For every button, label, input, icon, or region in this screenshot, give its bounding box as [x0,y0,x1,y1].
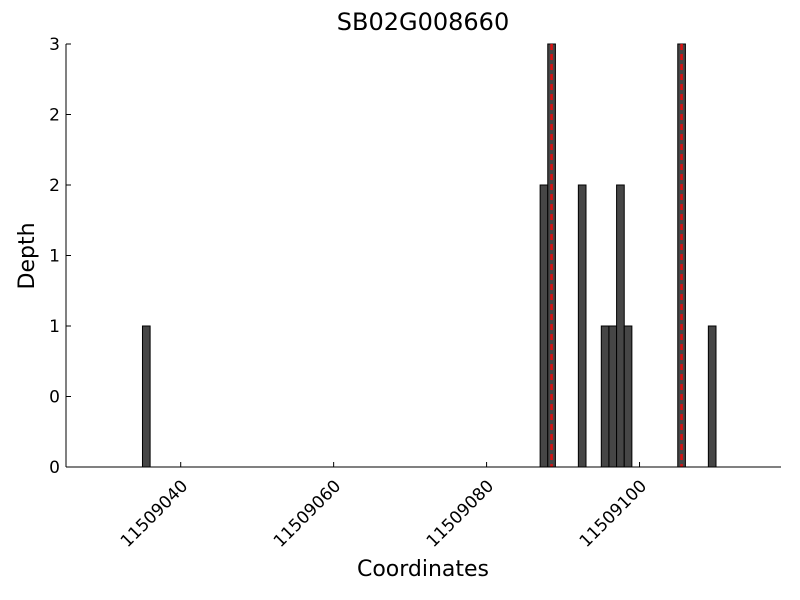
y-tick-label: 2 [49,176,60,196]
x-axis-label: Coordinates [357,557,489,582]
bar [707,325,717,468]
y-axis-label: Depth [15,222,40,289]
x-tick-label: 11509040 [117,476,192,551]
y-tick-label: 3 [49,35,60,55]
y-tick-label: 1 [49,247,60,267]
bar [623,325,633,468]
bar [141,325,151,468]
bar [600,325,610,468]
y-tick-label: 2 [49,106,60,126]
bar [577,184,587,468]
x-tick-label: 11509100 [576,476,651,551]
x-tick-label: 11509060 [270,476,345,551]
bar [608,325,618,468]
bar [616,184,625,468]
x-tick-label: 11509080 [423,476,498,551]
y-tick-label: 0 [49,388,60,408]
y-tick-label: 0 [49,458,60,478]
y-tick-label: 1 [49,317,60,337]
chart-title: SB02G008660 [337,8,509,36]
bar [539,184,549,468]
